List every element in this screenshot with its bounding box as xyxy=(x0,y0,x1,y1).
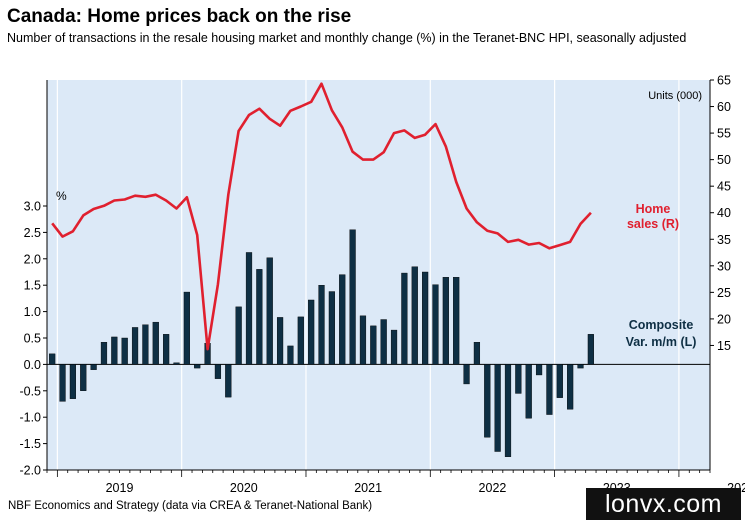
bar-2019-09 xyxy=(142,324,149,365)
bar-2022-08 xyxy=(504,364,512,457)
bar-2020-06 xyxy=(235,306,242,365)
left-tick-label: 2.5 xyxy=(24,226,41,240)
right-tick-label: 35 xyxy=(717,233,731,247)
bar-2020-11 xyxy=(287,345,294,365)
bar-2019-06 xyxy=(111,336,118,365)
bar-2019-03 xyxy=(80,364,87,391)
line-series-label-2: sales (R) xyxy=(627,217,679,231)
left-tick-label: 1.5 xyxy=(24,279,41,293)
left-tick-label: -2.0 xyxy=(19,464,41,478)
home-sales-line xyxy=(51,82,592,351)
line-series-label-1: Home xyxy=(636,202,671,216)
bar-2022-02 xyxy=(442,277,449,365)
right-tick-label: 20 xyxy=(717,312,731,326)
bar-2019-11 xyxy=(163,334,170,365)
right-tick-label: 45 xyxy=(717,180,731,194)
right-tick-label: 25 xyxy=(717,286,731,300)
bar-2022-07 xyxy=(494,364,501,452)
watermark-logo: lonvx.com xyxy=(586,488,741,520)
bar-2020-10 xyxy=(276,317,284,365)
bar-2020-05 xyxy=(225,364,232,398)
plot-area xyxy=(47,80,710,470)
year-label-2019: 2019 xyxy=(106,481,134,495)
left-tick-label: 0.0 xyxy=(24,358,41,372)
bar-2021-03 xyxy=(328,291,335,365)
bar-2020-08 xyxy=(256,269,263,365)
right-tick-label: 40 xyxy=(717,206,731,220)
chart-subtitle: Number of transactions in the resale hou… xyxy=(7,31,687,45)
bar-2023-03 xyxy=(577,364,584,369)
bar-2023-04 xyxy=(587,334,594,365)
bar-2019-08 xyxy=(131,327,139,365)
bar-2020-12 xyxy=(297,316,304,365)
right-tick-label: 60 xyxy=(717,100,731,114)
bar-2021-04 xyxy=(339,274,346,365)
right-tick-label: 30 xyxy=(717,259,731,273)
left-axis-unit: % xyxy=(56,189,67,203)
right-tick-label: 50 xyxy=(717,153,731,167)
bar-2022-03 xyxy=(453,277,460,365)
bar-2022-11 xyxy=(535,364,543,376)
bar-2022-12 xyxy=(546,364,553,415)
bar-2019-05 xyxy=(100,342,108,365)
bar-2022-10 xyxy=(525,364,532,419)
right-axis-unit: Units (000) xyxy=(648,90,702,102)
left-tick-label: -1.0 xyxy=(19,411,41,425)
bar-2019-10 xyxy=(152,321,159,365)
bar-2021-09 xyxy=(390,329,398,365)
bar-2019-07 xyxy=(121,337,128,365)
year-label-2022: 2022 xyxy=(479,481,507,495)
bar-2022-04 xyxy=(463,364,470,385)
bar-2020-09 xyxy=(266,257,273,365)
bar-2021-01 xyxy=(308,299,315,365)
bar-2020-01 xyxy=(183,291,190,365)
axes: 3.0 2.5 2.0 1.5 1.0 0.5 0.0 -0.5 -1.0 -1.5 -2.0 65 6… xyxy=(19,74,745,496)
bar-2021-11 xyxy=(411,266,418,365)
bar-2019-01 xyxy=(59,364,66,402)
bar-2022-06 xyxy=(484,364,491,438)
composite-bars xyxy=(49,229,594,457)
left-tick-label: -1.5 xyxy=(19,437,41,451)
bar-2023-02 xyxy=(567,364,574,410)
left-tick-label: 0.5 xyxy=(24,332,41,346)
bar-2019-04 xyxy=(90,364,97,370)
bar-2022-01 xyxy=(432,284,439,365)
bar-2022-05 xyxy=(473,342,481,365)
bar-2022-09 xyxy=(515,364,522,394)
left-tick-label: 2.0 xyxy=(24,252,41,266)
bar-series-label-1: Composite xyxy=(629,318,694,332)
bar-2020-04 xyxy=(214,364,222,379)
right-tick-label: 65 xyxy=(717,74,731,88)
bar-2019-02 xyxy=(69,364,76,399)
bar-2019-12 xyxy=(173,362,180,365)
bar-2023-01 xyxy=(556,364,563,398)
source-note: NBF Economics and Strategy (data via CRE… xyxy=(8,500,373,512)
bar-2021-02 xyxy=(318,285,325,365)
left-tick-label: 3.0 xyxy=(24,200,41,214)
chart-title: Canada: Home prices back on the rise xyxy=(7,6,352,27)
bar-2020-02 xyxy=(194,364,201,369)
bar-2020-07 xyxy=(245,252,253,365)
bar-2021-06 xyxy=(359,315,367,365)
bar-2021-08 xyxy=(380,319,387,365)
year-label-2021: 2021 xyxy=(354,481,382,495)
right-tick-label: 15 xyxy=(717,339,731,353)
bar-series-label-2: Var. m/m (L) xyxy=(626,335,697,349)
bar-2021-10 xyxy=(401,272,408,365)
year-gridlines xyxy=(56,80,680,470)
left-tick-label: -0.5 xyxy=(19,384,41,398)
right-tick-label: 55 xyxy=(717,127,731,141)
year-label-2020: 2020 xyxy=(230,481,258,495)
left-tick-label: 1.0 xyxy=(24,305,41,319)
bar-2021-07 xyxy=(370,325,377,365)
bar-2018-12 xyxy=(49,353,56,365)
bar-2021-12 xyxy=(422,271,429,365)
bar-2021-05 xyxy=(349,229,356,365)
